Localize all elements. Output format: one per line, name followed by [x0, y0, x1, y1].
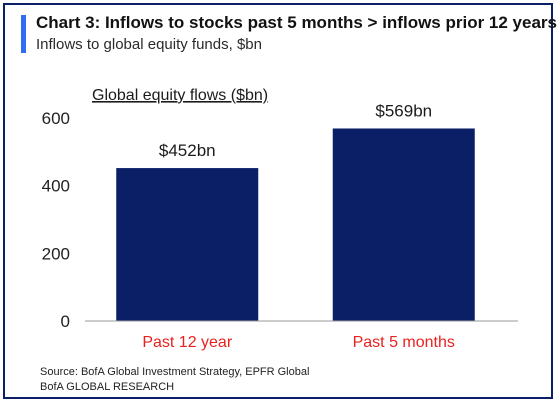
y-axis-title: Global equity flows ($bn)	[92, 87, 268, 104]
y-tick-label: 600	[42, 109, 70, 128]
category-label: Past 12 year	[142, 334, 233, 351]
chart-subtitle: Inflows to global equity funds, $bn	[36, 36, 262, 53]
bar-value-label: $452bn	[159, 141, 216, 160]
bars: $452bn $569bn	[116, 101, 475, 321]
bar	[332, 128, 475, 321]
title-accent-bar	[21, 15, 26, 53]
y-axis-ticks: 0 200 400 600	[42, 109, 70, 331]
chart-title: Chart 3: Inflows to stocks past 5 months…	[36, 13, 557, 32]
category-labels: Past 12 year Past 5 months	[142, 334, 455, 351]
bar-value-label: $569bn	[375, 101, 432, 120]
y-tick-label: 200	[42, 244, 70, 263]
category-label: Past 5 months	[353, 334, 455, 351]
research-credit: BofA GLOBAL RESEARCH	[40, 381, 175, 393]
bar	[116, 168, 259, 321]
source-note: Source: BofA Global Investment Strategy,…	[40, 366, 310, 378]
y-tick-label: 400	[42, 177, 70, 196]
y-tick-label: 0	[61, 312, 70, 331]
